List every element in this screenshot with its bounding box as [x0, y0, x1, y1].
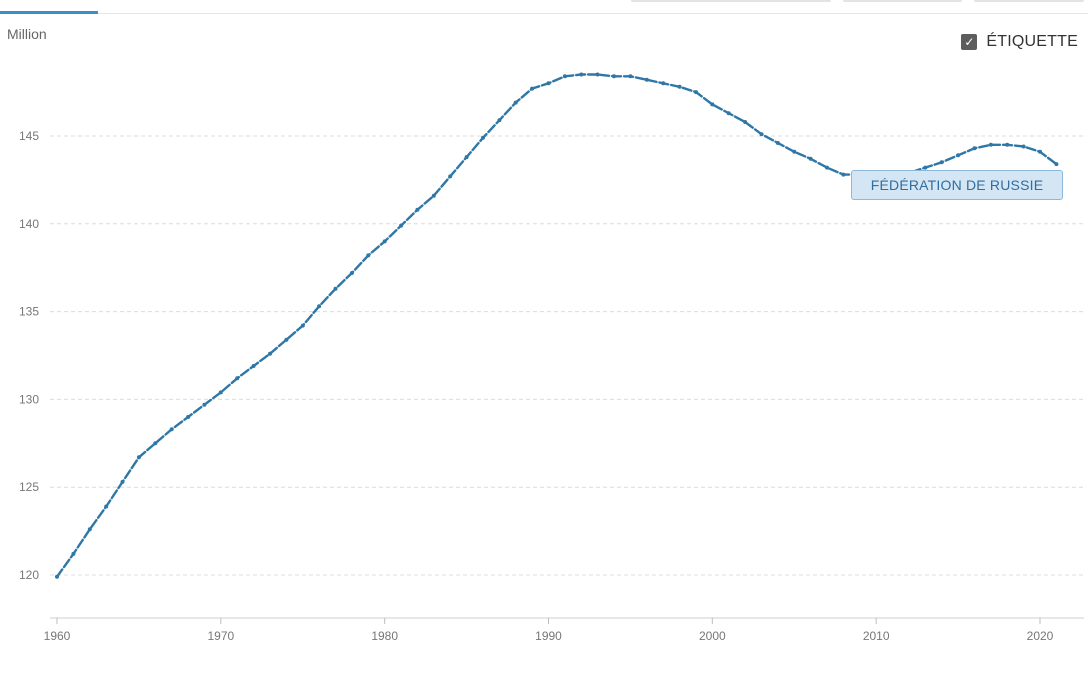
data-point: [104, 504, 109, 509]
gridlines: [50, 135, 1084, 576]
check-icon: ✓: [964, 35, 975, 49]
data-point: [775, 141, 780, 145]
data-point: [562, 74, 567, 79]
y-tick-label: 135: [19, 305, 39, 319]
y-tick-label: 130: [19, 392, 39, 406]
y-tick-label: 145: [19, 129, 39, 143]
data-point: [1021, 144, 1026, 149]
data-point: [988, 142, 993, 147]
data-point: [268, 351, 272, 356]
data-point: [841, 172, 846, 177]
data-point: [726, 111, 731, 116]
toolbar-control-edge[interactable]: [843, 0, 962, 2]
data-point: [431, 193, 436, 198]
data-point: [87, 527, 92, 532]
data-point: [284, 337, 289, 342]
x-tick-label: 2000: [699, 629, 726, 643]
data-point: [694, 90, 698, 95]
data-point: [333, 286, 338, 291]
data-point: [956, 153, 961, 158]
data-point: [1038, 149, 1042, 154]
data-point: [825, 165, 829, 170]
label-toggle[interactable]: ✓ ÉTIQUETTE: [961, 33, 1078, 51]
data-point: [677, 84, 682, 89]
data-point: [251, 364, 256, 368]
data-point: [464, 155, 469, 160]
data-point: [923, 165, 928, 170]
data-point: [1005, 142, 1010, 147]
series-layer: [55, 72, 1059, 579]
data-point: [366, 253, 371, 258]
data-point: [530, 86, 535, 91]
x-tick-label: 1990: [535, 629, 562, 643]
data-point: [202, 402, 207, 407]
series-line: [55, 73, 1058, 578]
data-point: [792, 149, 797, 154]
data-point: [661, 81, 666, 86]
data-point: [595, 72, 600, 77]
data-point: [546, 81, 551, 86]
data-point: [120, 479, 125, 484]
data-point: [153, 441, 158, 446]
data-point: [513, 100, 518, 105]
data-point: [169, 427, 174, 432]
label-toggle-text: ÉTIQUETTE: [986, 33, 1078, 50]
data-point: [300, 323, 305, 328]
x-tick-label: 2010: [863, 629, 890, 643]
data-point: [55, 574, 59, 579]
x-tick-label: 2020: [1027, 629, 1054, 643]
axes: 120 125 130 135 140 145 1960 1970 1980 1990 2000 20…: [19, 129, 1084, 643]
x-tick-label: 1970: [207, 629, 234, 643]
data-point: [972, 146, 977, 151]
data-point: [399, 223, 404, 228]
data-point: [612, 74, 616, 79]
x-tick-label: 1960: [44, 629, 71, 643]
data-point: [710, 102, 715, 107]
y-tick-label: 120: [19, 568, 39, 582]
label-checkbox[interactable]: ✓: [961, 34, 978, 50]
data-point: [235, 376, 240, 381]
data-point: [317, 304, 322, 309]
y-tick-label: 140: [19, 217, 39, 231]
data-point: [349, 271, 354, 275]
data-point: [579, 72, 584, 77]
data-point: [497, 118, 502, 123]
toolbar-control-edge[interactable]: [631, 0, 831, 2]
data-point: [808, 156, 813, 161]
data-point: [448, 174, 453, 179]
data-point: [628, 74, 633, 79]
data-point: [481, 135, 485, 140]
data-point: [415, 207, 420, 212]
data-point: [136, 455, 141, 460]
series-label-tag[interactable]: FÉDÉRATION DE RUSSIE: [851, 170, 1063, 200]
data-point: [644, 77, 649, 82]
data-point: [71, 551, 76, 556]
data-point: [218, 390, 223, 395]
y-tick-label: 125: [19, 480, 39, 494]
toolbar-control-edge[interactable]: [974, 0, 1084, 2]
y-axis-unit-label: Million: [7, 26, 47, 42]
data-point: [382, 239, 387, 244]
data-point: [1054, 162, 1059, 167]
data-point: [759, 132, 764, 137]
data-point: [939, 160, 944, 165]
x-tick-label: 1980: [371, 629, 398, 643]
header-divider: [0, 13, 1088, 14]
data-point: [743, 120, 748, 124]
active-tab-indicator: [0, 11, 98, 14]
data-point: [186, 415, 191, 419]
